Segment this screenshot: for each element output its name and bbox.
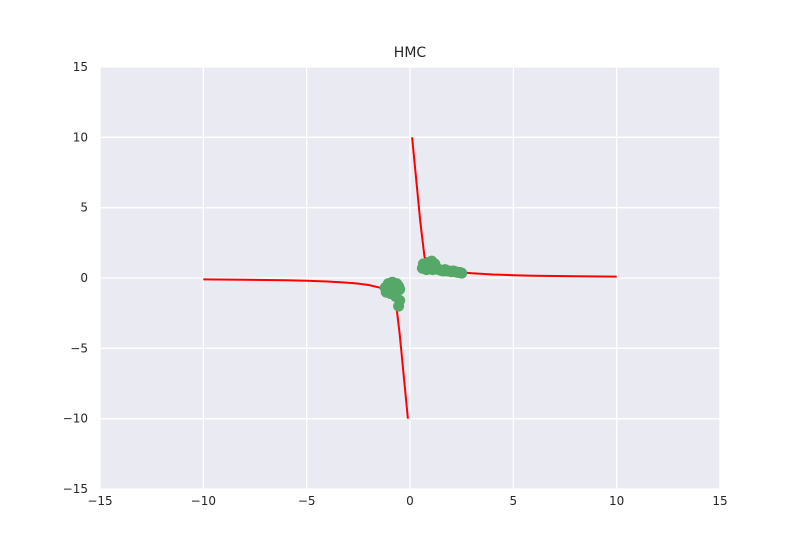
x-tick-label: −15 <box>87 494 112 508</box>
chart-title: HMC <box>394 45 427 61</box>
x-tick-label: 0 <box>406 494 414 508</box>
x-tick-labels: −15 −10 −5 0 5 10 15 <box>87 494 727 508</box>
x-tick-label: 5 <box>510 494 518 508</box>
y-tick-labels: −15 −10 −5 0 5 10 15 <box>63 60 88 496</box>
y-tick-label: −15 <box>63 482 88 496</box>
x-tick-label: 15 <box>712 494 727 508</box>
y-tick-label: 15 <box>73 60 88 74</box>
x-tick-label: −10 <box>191 494 216 508</box>
sample-point <box>424 257 436 268</box>
series-layer <box>203 137 617 419</box>
x-tick-label: 10 <box>609 494 624 508</box>
grid-lines <box>99 66 721 490</box>
curve-line-0 <box>203 278 409 419</box>
y-tick-label: −5 <box>70 341 88 355</box>
y-tick-label: 10 <box>73 130 88 144</box>
sample-point <box>381 283 393 295</box>
x-tick-label: −5 <box>298 494 316 508</box>
sample-point <box>456 267 468 279</box>
y-tick-label: −10 <box>63 412 88 426</box>
y-tick-label: 5 <box>80 201 88 215</box>
y-tick-label: 0 <box>80 271 88 285</box>
sample-point <box>393 300 405 312</box>
